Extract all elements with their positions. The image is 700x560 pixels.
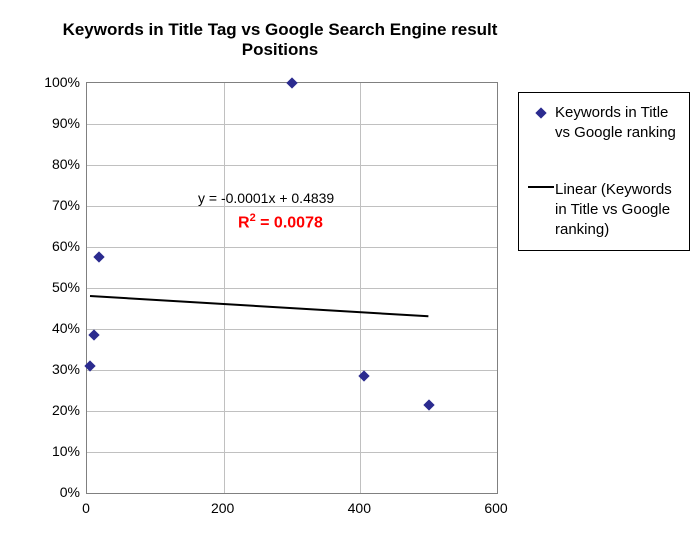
y-tick-label: 0% xyxy=(30,484,80,500)
data-point xyxy=(94,252,105,263)
plot-area xyxy=(86,82,498,494)
y-tick-label: 90% xyxy=(30,115,80,131)
trendline-r2: R2 = 0.0078 xyxy=(238,212,323,232)
legend-item-series: Keywords in Title vs Google ranking xyxy=(527,103,681,144)
gridline-h xyxy=(87,452,497,453)
x-tick-label: 200 xyxy=(203,500,243,516)
trendline-equation: y = -0.0001x + 0.4839 xyxy=(198,190,334,206)
x-tick-label: 400 xyxy=(339,500,379,516)
chart-container: Keywords in Title Tag vs Google Search E… xyxy=(20,20,700,540)
data-point xyxy=(423,399,434,410)
y-tick-label: 20% xyxy=(30,402,80,418)
y-tick-label: 70% xyxy=(30,197,80,213)
x-tick-label: 600 xyxy=(476,500,516,516)
legend-item-trendline: Linear (Keywords in Title vs Google rank… xyxy=(527,180,681,241)
gridline-v xyxy=(360,83,361,493)
x-tick-label: 0 xyxy=(66,500,106,516)
gridline-v xyxy=(224,83,225,493)
gridline-h xyxy=(87,206,497,207)
legend: Keywords in Title vs Google ranking Line… xyxy=(518,92,690,251)
data-point xyxy=(286,77,297,88)
data-point xyxy=(88,329,99,340)
y-tick-label: 10% xyxy=(30,443,80,459)
chart-title: Keywords in Title Tag vs Google Search E… xyxy=(60,20,500,61)
gridline-h xyxy=(87,124,497,125)
gridline-h xyxy=(87,329,497,330)
y-tick-label: 30% xyxy=(30,361,80,377)
legend-series-label: Keywords in Title vs Google ranking xyxy=(555,103,681,144)
legend-trendline-label: Linear (Keywords in Title vs Google rank… xyxy=(555,180,681,241)
y-tick-label: 100% xyxy=(30,74,80,90)
y-tick-label: 80% xyxy=(30,156,80,172)
gridline-h xyxy=(87,411,497,412)
gridline-h xyxy=(87,370,497,371)
legend-marker-icon xyxy=(527,103,555,117)
y-tick-label: 60% xyxy=(30,238,80,254)
gridline-h xyxy=(87,247,497,248)
legend-line-icon xyxy=(527,180,555,188)
gridline-h xyxy=(87,288,497,289)
trendline xyxy=(90,295,428,317)
y-tick-label: 40% xyxy=(30,320,80,336)
y-tick-label: 50% xyxy=(30,279,80,295)
gridline-h xyxy=(87,165,497,166)
